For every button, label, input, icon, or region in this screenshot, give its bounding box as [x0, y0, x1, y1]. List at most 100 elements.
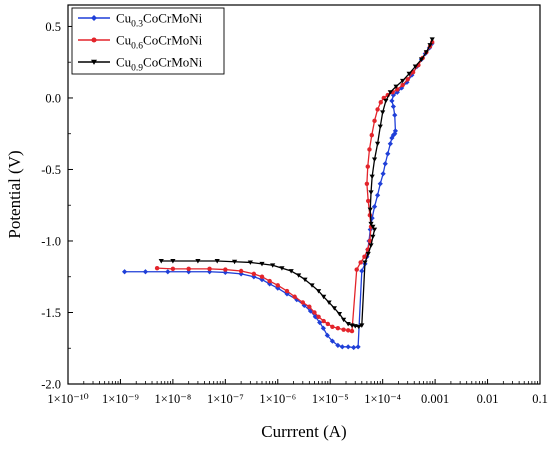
data-point: [370, 234, 376, 240]
series-1: [121, 41, 435, 351]
series-line: [124, 43, 433, 349]
data-point: [91, 15, 97, 21]
data-point: [405, 77, 410, 82]
data-point: [345, 321, 351, 327]
data-point: [368, 243, 374, 248]
data-point: [369, 132, 374, 138]
axes: 1×10⁻¹⁰ 1×10⁻⁹ 1×10⁻⁸ 1×10⁻⁷ 1×10⁻⁶ 1×10⁻⁵ 1×1…: [41, 20, 548, 406]
data-point: [294, 297, 300, 303]
legend-label-rest: CoCrMoNi: [143, 11, 203, 26]
data-point: [371, 204, 378, 210]
y-tick-label: 0.5: [45, 20, 61, 34]
legend-item: Cu0.9CoCrMoNi: [78, 55, 203, 74]
data-point: [378, 100, 383, 105]
data-point: [400, 82, 405, 88]
legend-label: Cu0.3CoCrMoNi: [116, 11, 203, 30]
data-point: [362, 254, 367, 259]
data-point: [329, 338, 335, 344]
data-point: [345, 328, 351, 333]
data-point: [390, 132, 396, 138]
data-point: [214, 259, 220, 264]
data-point: [195, 259, 201, 264]
data-point: [355, 344, 361, 350]
data-point: [368, 221, 374, 227]
data-point: [267, 278, 272, 284]
data-point: [222, 269, 228, 276]
data-point: [321, 318, 326, 324]
data-point: [380, 110, 386, 115]
data-point: [158, 259, 164, 264]
data-point: [316, 314, 321, 319]
data-point: [354, 267, 359, 272]
data-point: [231, 259, 238, 265]
data-point: [362, 260, 368, 265]
x-tick-label: 1×10⁻⁸: [155, 392, 192, 406]
data-point: [186, 266, 191, 272]
data-point: [365, 198, 371, 204]
x-tick-label: 1×10⁻⁴: [364, 392, 401, 406]
data-point: [312, 310, 317, 315]
data-point: [247, 260, 253, 265]
data-point: [349, 328, 355, 334]
y-tick-label: -2.0: [41, 378, 61, 392]
x-axis-title: Currrent (A): [261, 422, 346, 441]
data-point: [368, 190, 374, 195]
data-point: [394, 89, 400, 95]
data-point: [288, 269, 294, 274]
data-point: [359, 323, 365, 328]
plot-marks: [121, 37, 435, 351]
data-point: [367, 207, 373, 212]
y-tick-label: 0.0: [45, 91, 61, 105]
data-point: [367, 238, 373, 244]
data-point: [330, 324, 335, 330]
data-point: [371, 227, 378, 233]
data-point: [372, 118, 377, 124]
data-point: [335, 326, 341, 331]
data-point: [186, 269, 192, 275]
data-point: [270, 263, 276, 268]
data-point: [365, 164, 370, 169]
plot-frame: [67, 4, 541, 385]
legend-label-base: Cu: [116, 33, 132, 48]
data-point: [400, 78, 406, 84]
data-point: [412, 64, 418, 69]
data-point: [387, 141, 393, 147]
data-point: [206, 269, 213, 275]
legend-item: Cu0.6CoCrMoNi: [78, 33, 203, 52]
data-point: [374, 141, 381, 147]
legend-item: Cu0.3CoCrMoNi: [78, 11, 203, 30]
data-point: [356, 324, 362, 330]
legend-label: Cu0.9CoCrMoNi: [116, 55, 203, 74]
data-point: [284, 291, 290, 297]
legend-label: Cu0.6CoCrMoNi: [116, 33, 203, 52]
legend-label-subscript: 0.9: [131, 64, 143, 74]
data-point: [341, 317, 347, 323]
x-tick-label: 0.001: [421, 392, 449, 406]
y-tick-label: -1.5: [41, 306, 61, 320]
data-point: [423, 50, 429, 55]
data-point: [317, 319, 323, 326]
data-point: [406, 71, 412, 77]
data-point: [91, 59, 97, 65]
data-point: [170, 259, 176, 264]
data-point: [307, 304, 312, 309]
series-line: [161, 39, 433, 328]
data-point: [309, 283, 315, 288]
data-point: [275, 283, 280, 288]
data-point: [91, 37, 97, 43]
data-point: [336, 311, 343, 317]
data-point: [320, 325, 326, 331]
x-tick-label: 0.01: [477, 392, 499, 406]
data-point: [165, 269, 171, 275]
data-point: [358, 260, 363, 265]
data-point: [374, 192, 381, 198]
data-point: [267, 281, 273, 287]
x-tick-label: 1×10⁻⁶: [259, 392, 296, 406]
data-point: [375, 107, 380, 112]
data-point: [382, 161, 388, 167]
legend-label-base: Cu: [116, 11, 132, 26]
x-tick-label: 1×10⁻⁵: [312, 392, 349, 406]
data-point: [345, 344, 351, 350]
